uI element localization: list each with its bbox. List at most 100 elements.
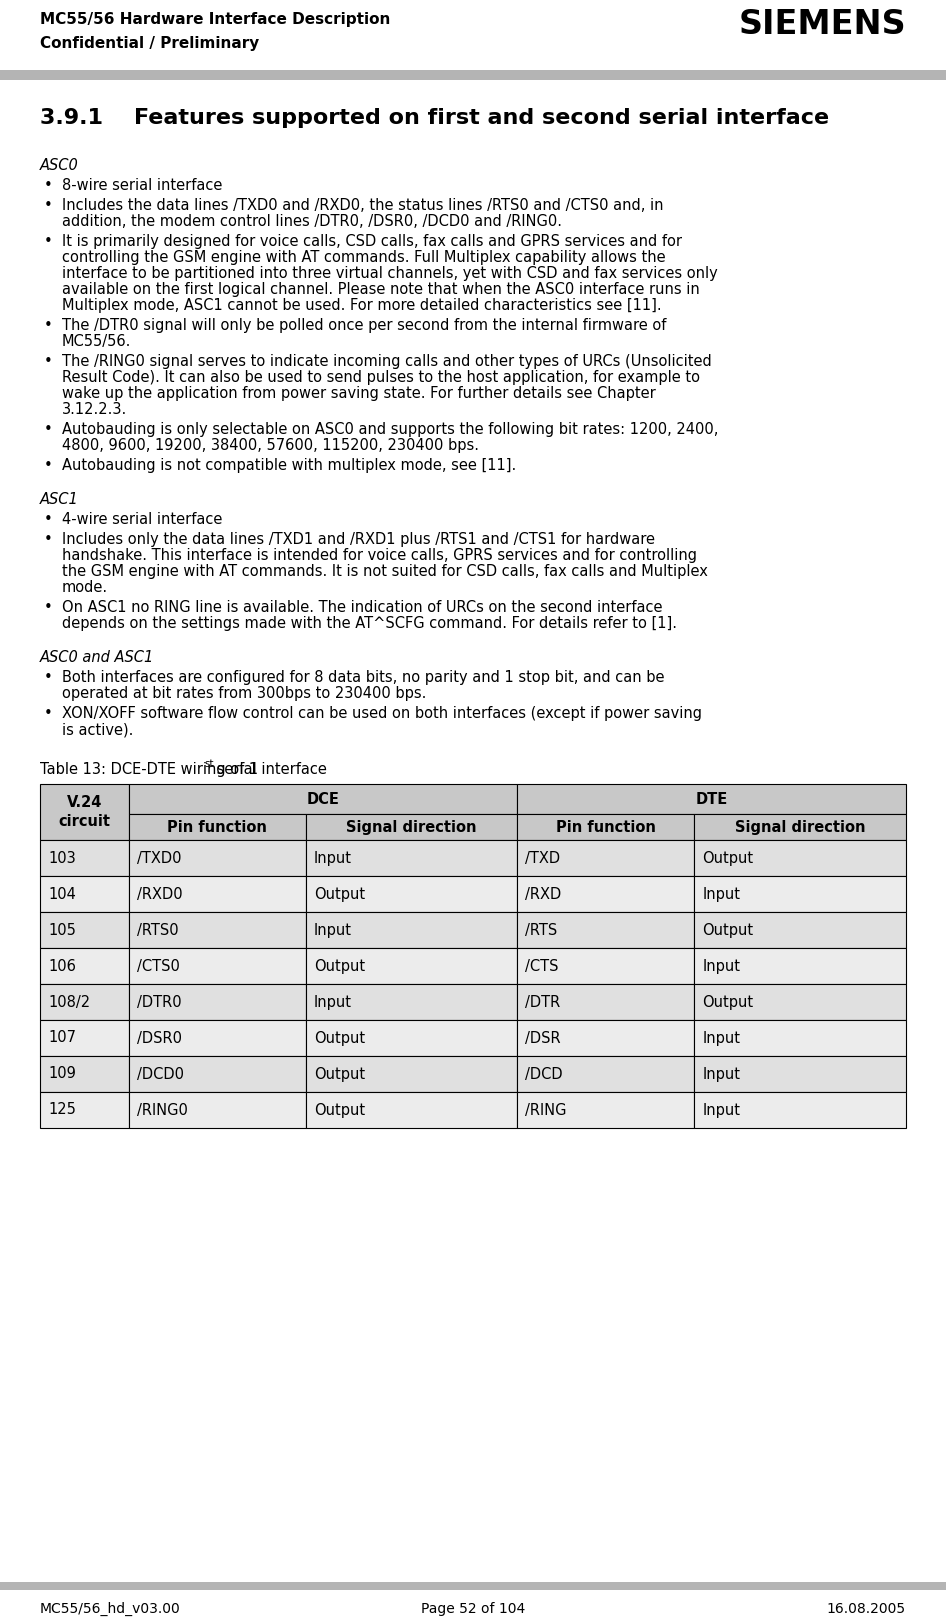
Text: •: •	[44, 178, 53, 193]
Text: Signal direction: Signal direction	[735, 819, 866, 835]
Text: /RING0: /RING0	[136, 1102, 187, 1118]
Text: Pin function: Pin function	[167, 819, 267, 835]
Text: 4800, 9600, 19200, 38400, 57600, 115200, 230400 bps.: 4800, 9600, 19200, 38400, 57600, 115200,…	[62, 438, 479, 453]
Bar	[129, 1019, 306, 1057]
Bar	[694, 913, 906, 948]
Text: Output: Output	[703, 851, 754, 866]
Text: Output: Output	[314, 1031, 365, 1045]
Bar	[306, 1019, 517, 1057]
Text: ASC0 and ASC1: ASC0 and ASC1	[40, 650, 154, 665]
Bar	[129, 948, 306, 984]
Text: depends on the settings made with the AT^SCFG command. For details refer to [1].: depends on the settings made with the AT…	[62, 616, 677, 631]
Text: 104: 104	[48, 887, 76, 901]
Bar	[40, 1057, 129, 1092]
Text: Input: Input	[703, 1102, 741, 1118]
Text: available on the first logical channel. Please note that when the ASC0 interface: available on the first logical channel. …	[62, 282, 700, 298]
Text: Input: Input	[703, 958, 741, 974]
Bar	[517, 913, 694, 948]
Text: 3.9.1    Features supported on first and second serial interface: 3.9.1 Features supported on first and se…	[40, 108, 829, 128]
Bar	[694, 1092, 906, 1128]
Bar	[306, 875, 517, 913]
Text: 108/2: 108/2	[48, 995, 90, 1010]
Text: 8-wire serial interface: 8-wire serial interface	[62, 178, 222, 193]
Text: /DCD0: /DCD0	[136, 1066, 184, 1081]
Text: Input: Input	[314, 851, 352, 866]
Text: mode.: mode.	[62, 579, 108, 595]
Text: Signal direction: Signal direction	[346, 819, 477, 835]
Text: Input: Input	[314, 922, 352, 937]
Text: DTE: DTE	[695, 791, 727, 806]
Bar	[0, 1582, 946, 1590]
Text: Output: Output	[703, 995, 754, 1010]
Text: V.24
circuit: V.24 circuit	[59, 794, 111, 828]
Text: /RTS: /RTS	[525, 922, 557, 937]
Text: Input: Input	[703, 1031, 741, 1045]
Text: Output: Output	[703, 922, 754, 937]
Text: MC55/56 Hardware Interface Description: MC55/56 Hardware Interface Description	[40, 11, 391, 28]
Text: Includes only the data lines /TXD1 and /RXD1 plus /RTS1 and /CTS1 for hardware: Includes only the data lines /TXD1 and /…	[62, 532, 655, 547]
Text: Confidential / Preliminary: Confidential / Preliminary	[40, 36, 259, 52]
Bar	[306, 1057, 517, 1092]
Text: •: •	[44, 532, 53, 547]
Text: /DSR0: /DSR0	[136, 1031, 182, 1045]
Text: MC55/56_hd_v03.00: MC55/56_hd_v03.00	[40, 1602, 181, 1616]
Bar	[129, 814, 306, 840]
Bar	[40, 875, 129, 913]
Bar	[306, 814, 517, 840]
Text: /DTR: /DTR	[525, 995, 561, 1010]
Text: Input: Input	[314, 995, 352, 1010]
Text: operated at bit rates from 300bps to 230400 bps.: operated at bit rates from 300bps to 230…	[62, 686, 427, 701]
Text: 3.12.2.3.: 3.12.2.3.	[62, 401, 128, 417]
Bar	[40, 785, 129, 840]
Bar	[694, 1057, 906, 1092]
Text: The /DTR0 signal will only be polled once per second from the internal firmware : The /DTR0 signal will only be polled onc…	[62, 319, 666, 333]
Text: wake up the application from power saving state. For further details see Chapter: wake up the application from power savin…	[62, 387, 656, 401]
Text: /TXD: /TXD	[525, 851, 560, 866]
Text: •: •	[44, 422, 53, 437]
Text: •: •	[44, 458, 53, 472]
Bar	[517, 1057, 694, 1092]
Text: MC55/56.: MC55/56.	[62, 333, 131, 349]
Text: Multiplex mode, ASC1 cannot be used. For more detailed characteristics see [11].: Multiplex mode, ASC1 cannot be used. For…	[62, 298, 661, 312]
Bar	[306, 1092, 517, 1128]
Bar	[517, 814, 694, 840]
Bar	[129, 1057, 306, 1092]
Bar	[40, 840, 129, 875]
Bar	[0, 70, 946, 79]
Bar	[40, 948, 129, 984]
Text: /DCD: /DCD	[525, 1066, 563, 1081]
Text: Page 52 of 104: Page 52 of 104	[421, 1602, 525, 1616]
Text: addition, the modem control lines /DTR0, /DSR0, /DCD0 and /RING0.: addition, the modem control lines /DTR0,…	[62, 214, 562, 230]
Text: DCE: DCE	[307, 791, 340, 806]
Bar	[694, 875, 906, 913]
Text: Pin function: Pin function	[556, 819, 656, 835]
Text: Input: Input	[703, 1066, 741, 1081]
Bar	[517, 1092, 694, 1128]
Text: Includes the data lines /TXD0 and /RXD0, the status lines /RTS0 and /CTS0 and, i: Includes the data lines /TXD0 and /RXD0,…	[62, 197, 663, 214]
Text: It is primarily designed for voice calls, CSD calls, fax calls and GPRS services: It is primarily designed for voice calls…	[62, 235, 682, 249]
Text: /RTS0: /RTS0	[136, 922, 178, 937]
Text: Table 13: DCE-DTE wiring of 1: Table 13: DCE-DTE wiring of 1	[40, 762, 258, 777]
Text: serial interface: serial interface	[213, 762, 327, 777]
Text: 103: 103	[48, 851, 76, 866]
Bar	[517, 875, 694, 913]
Bar	[517, 948, 694, 984]
Bar	[40, 1019, 129, 1057]
Text: handshake. This interface is intended for voice calls, GPRS services and for con: handshake. This interface is intended fo…	[62, 549, 697, 563]
Bar	[129, 913, 306, 948]
Text: •: •	[44, 354, 53, 369]
Bar	[694, 814, 906, 840]
Text: /DSR: /DSR	[525, 1031, 561, 1045]
Text: 109: 109	[48, 1066, 76, 1081]
Text: /RXD0: /RXD0	[136, 887, 183, 901]
Text: Output: Output	[314, 887, 365, 901]
Bar	[517, 840, 694, 875]
Bar	[694, 840, 906, 875]
Bar	[129, 1092, 306, 1128]
Text: Result Code). It can also be used to send pulses to the host application, for ex: Result Code). It can also be used to sen…	[62, 371, 700, 385]
Text: interface to be partitioned into three virtual channels, yet with CSD and fax se: interface to be partitioned into three v…	[62, 265, 718, 282]
Text: 105: 105	[48, 922, 76, 937]
Text: •: •	[44, 197, 53, 214]
Bar	[517, 785, 906, 814]
Text: 125: 125	[48, 1102, 76, 1118]
